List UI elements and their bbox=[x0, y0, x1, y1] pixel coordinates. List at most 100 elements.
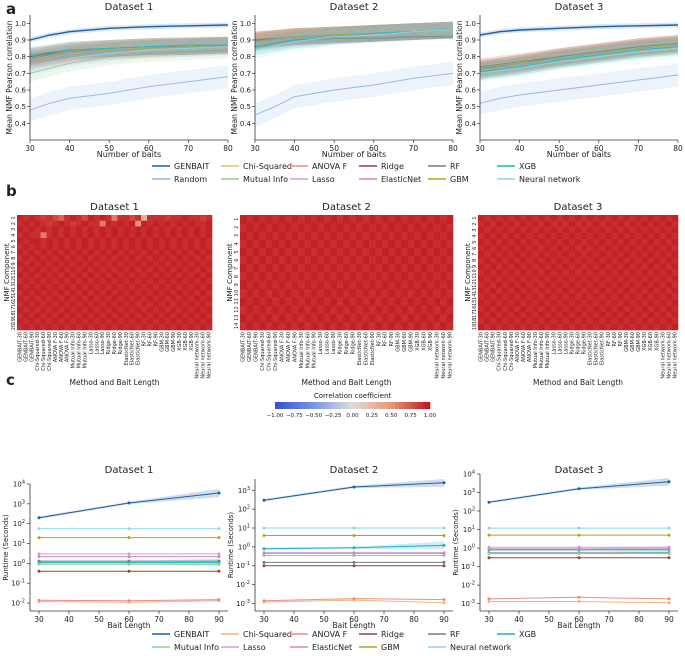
heatmap-cell bbox=[446, 215, 454, 224]
heatmap-cell bbox=[87, 278, 95, 285]
heatmap-cell bbox=[496, 239, 503, 246]
heatmap-cell bbox=[58, 266, 65, 273]
heatmap-cell bbox=[82, 238, 89, 245]
x-tick-label: 70 bbox=[634, 144, 644, 153]
heatmap-cell bbox=[40, 289, 47, 296]
heatmap-cell bbox=[58, 295, 65, 302]
heatmap-cell bbox=[82, 261, 89, 268]
column-label: ElasticNet-90 bbox=[600, 332, 606, 365]
heatmap-cell bbox=[285, 305, 292, 314]
heatmap-cell bbox=[158, 324, 166, 331]
heatmap-cell bbox=[427, 313, 434, 323]
colorbar-step bbox=[383, 402, 388, 409]
heatmap-cell bbox=[158, 307, 166, 314]
heatmap-cell bbox=[93, 307, 101, 314]
column-label: ANOVA F-30 bbox=[280, 332, 286, 362]
heatmap-cell bbox=[538, 233, 545, 240]
heatmap-cell bbox=[152, 220, 160, 227]
heatmap-cell bbox=[182, 261, 189, 268]
column-label: Lasso-90 bbox=[100, 332, 106, 354]
heatmap-cell bbox=[291, 256, 299, 265]
heatmap-cell bbox=[508, 299, 515, 307]
heatmap-cell bbox=[17, 295, 24, 302]
heatmap-cell bbox=[362, 256, 370, 265]
heatmap-cell bbox=[653, 257, 661, 264]
heatmap-cell bbox=[158, 278, 166, 285]
heatmap-cell bbox=[581, 233, 588, 240]
heatmap-cell bbox=[22, 255, 30, 262]
heatmap-cell bbox=[87, 261, 95, 268]
heatmap-cell bbox=[129, 249, 136, 256]
heatmap-cell bbox=[343, 223, 351, 232]
heatmap-cell bbox=[99, 266, 106, 273]
heatmap-cell bbox=[665, 293, 673, 301]
heatmap-cell bbox=[659, 239, 667, 246]
row-label: 11 bbox=[234, 298, 240, 304]
heatmap-cell bbox=[653, 299, 661, 307]
heatmap-cell bbox=[490, 293, 497, 301]
heatmap-cell bbox=[40, 249, 47, 256]
heatmap-cell bbox=[176, 243, 183, 250]
heatmap-cell bbox=[514, 251, 521, 258]
column-label: XGB-60 bbox=[183, 332, 189, 351]
heatmap-cell bbox=[240, 231, 247, 240]
heatmap-cell bbox=[647, 215, 655, 222]
heatmap-cell bbox=[665, 275, 673, 282]
heatmap-cell bbox=[433, 313, 441, 323]
heatmap-cell bbox=[40, 226, 47, 233]
heatmap-cell bbox=[407, 247, 415, 257]
heatmap-cell bbox=[343, 288, 351, 298]
heatmap-cell bbox=[40, 238, 47, 245]
heatmap-cell bbox=[550, 245, 558, 252]
heatmap-cell bbox=[568, 227, 576, 234]
heatmap-cell bbox=[407, 297, 415, 306]
heatmap-cell bbox=[427, 288, 434, 298]
y-tick-label: 104 bbox=[463, 470, 475, 479]
heatmap-cell bbox=[653, 317, 661, 325]
heatmap-cell bbox=[514, 269, 521, 276]
column-label: ElasticNet-30 bbox=[357, 332, 363, 365]
heatmap-cell bbox=[182, 266, 189, 273]
heatmap-cell bbox=[188, 318, 195, 325]
heatmap-cell bbox=[641, 293, 648, 301]
column-label: ANOVA F-30 bbox=[515, 332, 521, 362]
row-label: 7 bbox=[234, 267, 240, 270]
heatmap-cell bbox=[206, 295, 213, 302]
heatmap-cell bbox=[623, 287, 630, 294]
heatmap-cell bbox=[407, 215, 415, 224]
x-tick-label: 60 bbox=[144, 144, 154, 153]
heatmap-cell bbox=[375, 321, 383, 331]
heatmap-cell bbox=[593, 233, 600, 240]
heatmap-cell bbox=[123, 272, 130, 279]
point-anova-f bbox=[352, 597, 356, 601]
heatmap-cell bbox=[99, 226, 106, 233]
heatmap-cell bbox=[93, 295, 101, 302]
heatmap-cell bbox=[490, 245, 497, 252]
heatmap-cell bbox=[514, 233, 521, 240]
heatmap-cell bbox=[671, 311, 679, 319]
heatmap-cell bbox=[93, 278, 101, 285]
row-label: 8 bbox=[472, 259, 478, 262]
heatmap-cell bbox=[99, 255, 106, 262]
heatmap-cell bbox=[599, 233, 606, 240]
heatmap-cell bbox=[611, 263, 618, 270]
heatmap-cell bbox=[526, 233, 533, 240]
heatmap-cell bbox=[562, 263, 570, 270]
heatmap-cell bbox=[362, 231, 370, 240]
heatmap-cell bbox=[64, 289, 71, 296]
row-label: 8 bbox=[11, 257, 17, 260]
heatmap-cell bbox=[164, 318, 171, 325]
heatmap-cell bbox=[164, 243, 171, 250]
x-axis-label: Number of baits bbox=[97, 150, 161, 159]
column-label: GENBAIT-90 bbox=[29, 332, 35, 362]
heatmap-cell bbox=[508, 287, 515, 294]
heatmap-cell bbox=[265, 297, 273, 306]
heatmap-cell bbox=[520, 311, 527, 319]
y-tick-label: 0.9 bbox=[15, 37, 26, 45]
heatmap-cell bbox=[617, 293, 624, 301]
heatmap-cell bbox=[70, 295, 77, 302]
band-mutual-info bbox=[255, 21, 453, 52]
heatmap-cell bbox=[76, 295, 83, 302]
point-rf bbox=[352, 560, 356, 564]
heatmap-cell bbox=[135, 272, 142, 279]
